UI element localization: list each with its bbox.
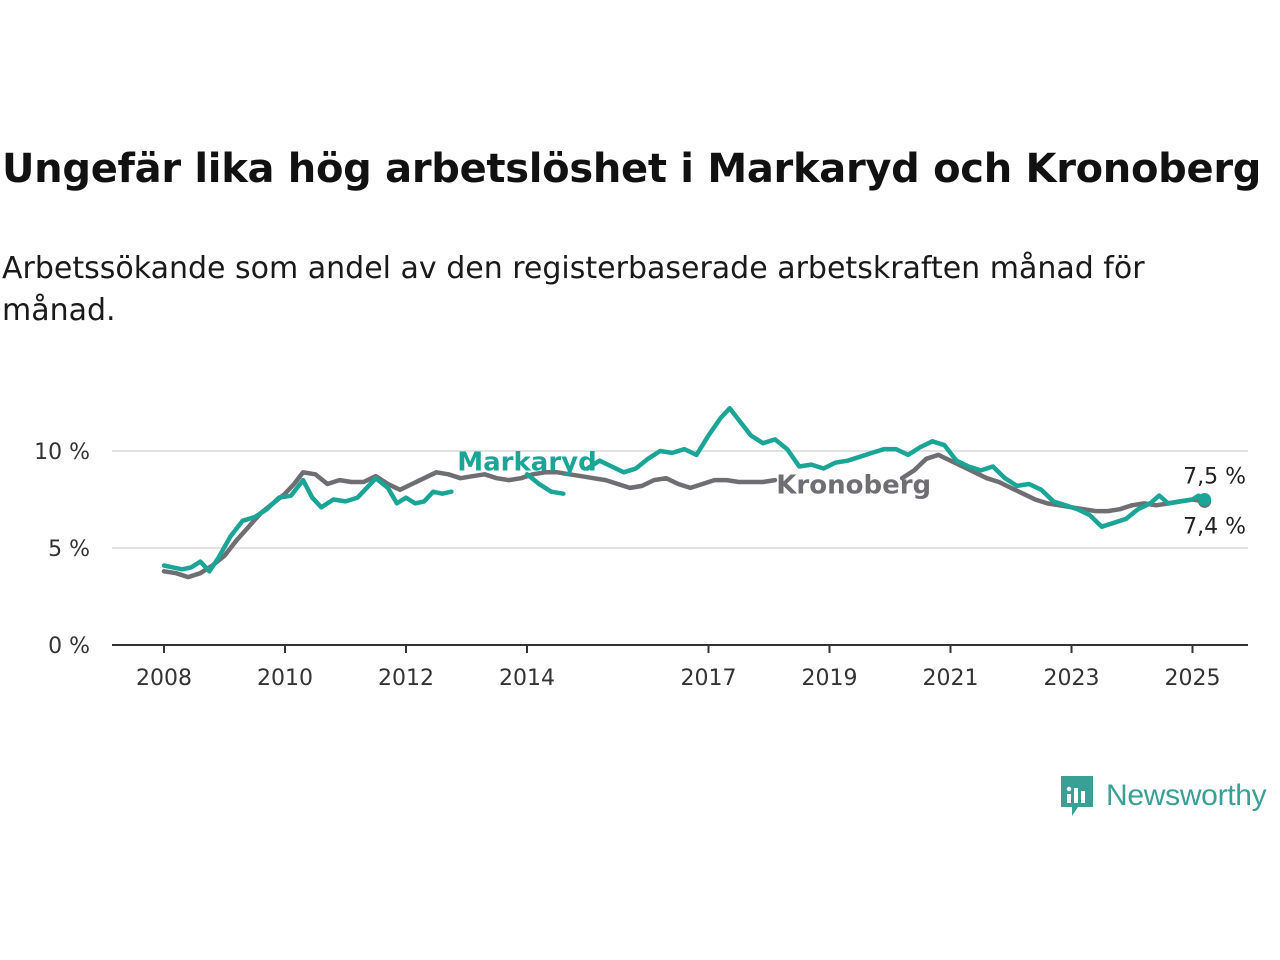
x-axis: 2008 2010 2012 2014 2017 2019 2021 2023 2025 <box>112 644 1248 691</box>
y-axis-ticks: 0 % 5 % 10 % <box>34 440 90 659</box>
x-tick-label: 2021 <box>923 666 979 691</box>
x-tick-label: 2008 <box>136 666 192 691</box>
series-label-kronoberg: Kronoberg <box>776 471 931 501</box>
end-value-label-kronoberg: 7,4 % <box>1183 514 1246 539</box>
series-labels: Markaryd Kronoberg 7,4 % 7,5 % <box>457 447 1246 539</box>
grid-lines <box>112 450 1248 549</box>
x-tick-label: 2023 <box>1044 666 1100 691</box>
series-label-markaryd: Markaryd <box>457 447 596 477</box>
x-tick-label: 2010 <box>257 666 313 691</box>
end-marker-markaryd <box>1198 493 1212 506</box>
y-tick-label: 0 % <box>48 634 90 659</box>
series-lines <box>161 406 1212 580</box>
x-tick-label: 2025 <box>1165 666 1221 691</box>
x-tick-label: 2017 <box>681 666 737 691</box>
newsworthy-logo: Newsworthy <box>1058 772 1267 820</box>
y-tick-label: 10 % <box>34 440 90 465</box>
x-tick-label: 2012 <box>378 666 434 691</box>
newsworthy-logo-text: Newsworthy <box>1106 779 1267 812</box>
chart-subtitle: Arbetssökande som andel av den registerb… <box>2 251 1145 328</box>
x-tick-label: 2019 <box>802 666 858 691</box>
newsworthy-logo-icon <box>1061 776 1093 816</box>
series-line-kronoberg <box>161 470 778 580</box>
chart-title: Ungefär lika hög arbetslöshet i Markaryd… <box>2 146 1262 192</box>
end-value-label-markaryd: 7,5 % <box>1183 465 1246 490</box>
series-line-kronoberg <box>899 452 1207 514</box>
series-line-markaryd <box>524 472 566 496</box>
y-tick-label: 5 % <box>48 537 90 562</box>
series-line-markaryd <box>161 475 454 574</box>
x-tick-label: 2014 <box>499 666 555 691</box>
series-line-markaryd <box>585 406 1207 529</box>
